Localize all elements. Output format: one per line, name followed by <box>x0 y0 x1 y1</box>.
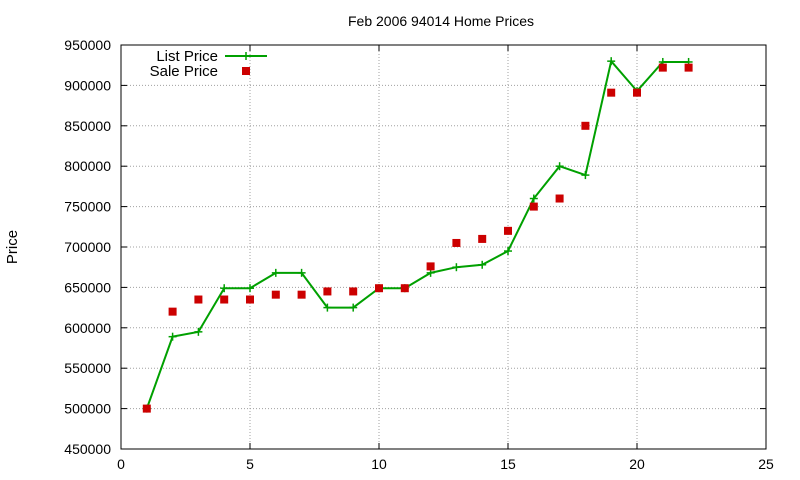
list-price-point <box>452 263 461 272</box>
list-price-series <box>142 57 693 413</box>
sale-price-point <box>349 287 358 296</box>
sale-price-point <box>478 234 487 243</box>
x-tick-label: 0 <box>117 456 125 472</box>
list-price-point <box>478 260 487 269</box>
sale-price-point <box>323 287 332 296</box>
sale-price-point <box>684 63 693 72</box>
y-tick-label: 900000 <box>64 77 111 93</box>
sale-price-point <box>555 194 564 203</box>
sale-price-point <box>375 284 383 293</box>
legend-item-list-price: List Price <box>156 48 267 65</box>
y-tick-label: 950000 <box>64 37 111 53</box>
list-price-line <box>145 59 689 409</box>
y-tick-label: 500000 <box>64 401 111 417</box>
sale-price-point <box>658 63 667 72</box>
list-price-point <box>168 332 177 341</box>
x-tick-label: 10 <box>371 456 387 472</box>
legend-marker <box>242 67 250 75</box>
sale-price-point <box>581 121 590 130</box>
sale-price-point <box>426 262 435 271</box>
list-price-point <box>349 303 358 312</box>
list-price-point <box>297 268 306 277</box>
y-axis-label: Price <box>4 230 21 264</box>
sale-price-point <box>529 202 538 211</box>
legend-marker <box>242 52 250 60</box>
sale-price-point <box>633 88 641 97</box>
series-layer <box>142 57 693 413</box>
sale-price-point <box>142 404 151 413</box>
list-price-point <box>529 194 538 203</box>
y-tick-label: 450000 <box>64 441 111 457</box>
x-tick-label: 20 <box>629 456 645 472</box>
legend-label: List Price <box>156 48 218 65</box>
legend-label: Sale Price <box>150 63 218 80</box>
list-price-point <box>581 171 590 180</box>
x-tick-label: 15 <box>500 456 516 472</box>
y-tick-label: 750000 <box>64 199 111 215</box>
list-price-point <box>220 284 229 293</box>
y-tick-label: 550000 <box>64 360 111 376</box>
sale-price-point <box>504 226 512 235</box>
sale-price-point <box>168 307 177 316</box>
y-tick-label: 850000 <box>64 118 111 134</box>
sale-price-point <box>452 238 461 247</box>
sale-price-point <box>297 290 306 299</box>
list-price-point <box>607 57 616 66</box>
x-tick-label: 25 <box>758 456 774 472</box>
sale-price-point <box>607 88 616 97</box>
grid-lines <box>121 45 766 449</box>
list-price-point <box>504 247 512 256</box>
sale-price-point <box>400 284 409 293</box>
y-tick-label: 800000 <box>64 158 111 174</box>
axis-ticks: 0 5 10 15 20 25 450000 500000 550000 600000 650000… <box>64 37 774 472</box>
y-tick-label: 650000 <box>64 279 111 295</box>
list-price-point <box>323 303 332 312</box>
list-price-point <box>246 284 254 293</box>
legend-item-sale-price: Sale Price <box>150 63 250 80</box>
y-tick-label: 600000 <box>64 320 111 336</box>
sale-price-point <box>246 295 254 304</box>
sale-price-series <box>142 63 693 413</box>
chart-title: Feb 2006 94014 Home Prices <box>348 13 534 29</box>
sale-price-point <box>220 295 229 304</box>
x-tick-label: 5 <box>246 456 254 472</box>
sale-price-point <box>194 295 203 304</box>
list-price-point <box>271 268 280 277</box>
sale-price-point <box>271 290 280 299</box>
list-price-point <box>194 327 203 336</box>
y-tick-label: 700000 <box>64 239 111 255</box>
list-price-point <box>555 162 564 171</box>
